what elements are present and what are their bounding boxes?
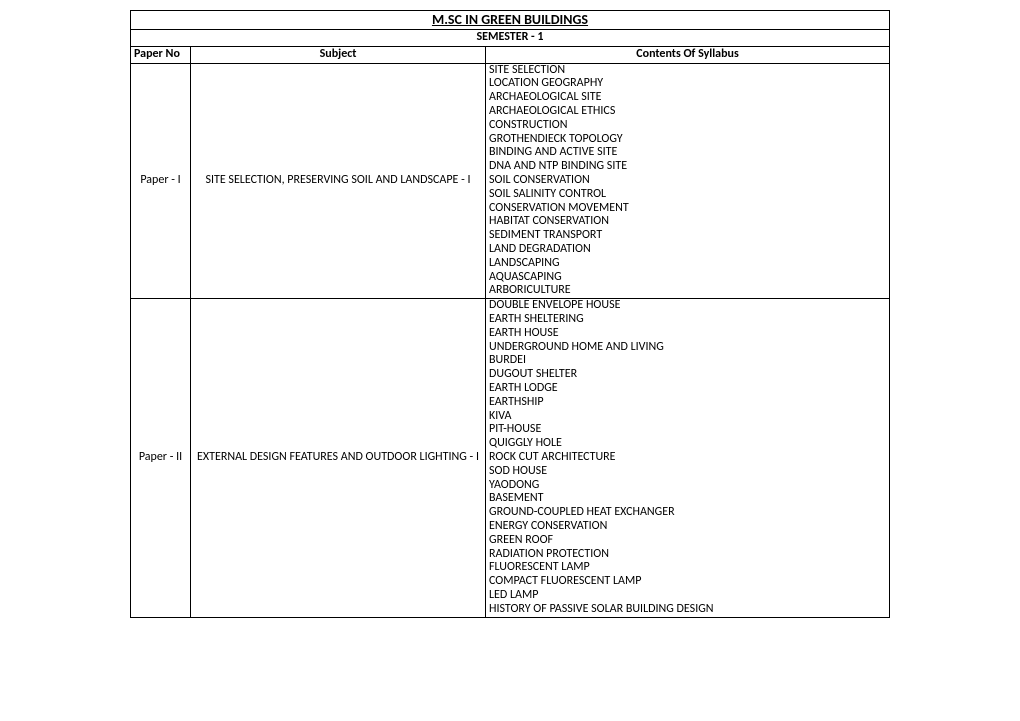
contents-line: ENERGY CONSERVATION bbox=[489, 520, 886, 534]
contents-line: LOCATION GEOGRAPHY bbox=[489, 77, 886, 91]
contents-line: SITE SELECTION bbox=[489, 64, 886, 78]
contents-line: SOIL SALINITY CONTROL bbox=[489, 188, 886, 202]
contents-line: PIT-HOUSE bbox=[489, 423, 886, 437]
contents-line: GROUND-COUPLED HEAT EXCHANGER bbox=[489, 506, 886, 520]
contents-line: ROCK CUT ARCHITECTURE bbox=[489, 451, 886, 465]
contents-line: GROTHENDIECK TOPOLOGY bbox=[489, 133, 886, 147]
table-row: Paper - IIEXTERNAL DESIGN FEATURES AND O… bbox=[131, 299, 890, 617]
semester-header: SEMESTER - 1 bbox=[131, 30, 890, 47]
contents-line: BASEMENT bbox=[489, 492, 886, 506]
contents-line: LED LAMP bbox=[489, 589, 886, 603]
contents-line: SOIL CONSERVATION bbox=[489, 174, 886, 188]
contents-line: HISTORY OF PASSIVE SOLAR BUILDING DESIGN bbox=[489, 603, 886, 617]
contents-line: COMPACT FLUORESCENT LAMP bbox=[489, 575, 886, 589]
contents-line: GREEN ROOF bbox=[489, 534, 886, 548]
contents-line: DOUBLE ENVELOPE HOUSE bbox=[489, 299, 886, 313]
document-title: M.SC IN GREEN BUILDINGS bbox=[131, 11, 890, 30]
subject-cell: EXTERNAL DESIGN FEATURES AND OUTDOOR LIG… bbox=[191, 299, 486, 617]
contents-line: FLUORESCENT LAMP bbox=[489, 561, 886, 575]
contents-line: EARTHSHIP bbox=[489, 396, 886, 410]
page-container: M.SC IN GREEN BUILDINGS SEMESTER - 1 Pap… bbox=[0, 10, 1020, 618]
contents-line: ARBORICULTURE bbox=[489, 284, 886, 298]
syllabus-table: M.SC IN GREEN BUILDINGS SEMESTER - 1 Pap… bbox=[130, 10, 890, 618]
contents-line: EARTH SHELTERING bbox=[489, 313, 886, 327]
semester-row: SEMESTER - 1 bbox=[131, 30, 890, 47]
contents-cell: DOUBLE ENVELOPE HOUSEEARTH SHELTERINGEAR… bbox=[486, 299, 890, 617]
contents-line: YAODONG bbox=[489, 479, 886, 493]
table-row: Paper - ISITE SELECTION, PRESERVING SOIL… bbox=[131, 63, 890, 299]
contents-line: LAND DEGRADATION bbox=[489, 243, 886, 257]
contents-line: DUGOUT SHELTER bbox=[489, 368, 886, 382]
subject-cell: SITE SELECTION, PRESERVING SOIL AND LAND… bbox=[191, 63, 486, 299]
contents-line: SOD HOUSE bbox=[489, 465, 886, 479]
column-header-row: Paper No Subject Contents Of Syllabus bbox=[131, 46, 890, 63]
contents-line: SEDIMENT TRANSPORT bbox=[489, 229, 886, 243]
paper-no-cell: Paper - I bbox=[131, 63, 191, 299]
contents-line: QUIGGLY HOLE bbox=[489, 437, 886, 451]
contents-line: LANDSCAPING bbox=[489, 257, 886, 271]
col-header-paper-no: Paper No bbox=[131, 46, 191, 63]
contents-line: UNDERGROUND HOME AND LIVING bbox=[489, 341, 886, 355]
syllabus-table-body: M.SC IN GREEN BUILDINGS SEMESTER - 1 Pap… bbox=[131, 11, 890, 618]
col-header-contents: Contents Of Syllabus bbox=[486, 46, 890, 63]
contents-line: EARTH LODGE bbox=[489, 382, 886, 396]
title-row: M.SC IN GREEN BUILDINGS bbox=[131, 11, 890, 30]
contents-line: BURDEI bbox=[489, 354, 886, 368]
contents-line: ARCHAEOLOGICAL SITE bbox=[489, 91, 886, 105]
contents-cell: SITE SELECTIONLOCATION GEOGRAPHYARCHAEOL… bbox=[486, 63, 890, 299]
contents-line: DNA AND NTP BINDING SITE bbox=[489, 160, 886, 174]
contents-line: RADIATION PROTECTION bbox=[489, 548, 886, 562]
paper-no-cell: Paper - II bbox=[131, 299, 191, 617]
contents-line: AQUASCAPING bbox=[489, 271, 886, 285]
contents-line: ARCHAEOLOGICAL ETHICS bbox=[489, 105, 886, 119]
col-header-subject: Subject bbox=[191, 46, 486, 63]
contents-line: CONSTRUCTION bbox=[489, 119, 886, 133]
contents-line: EARTH HOUSE bbox=[489, 327, 886, 341]
contents-line: BINDING AND ACTIVE SITE bbox=[489, 146, 886, 160]
contents-line: CONSERVATION MOVEMENT bbox=[489, 202, 886, 216]
contents-line: HABITAT CONSERVATION bbox=[489, 215, 886, 229]
contents-line: KIVA bbox=[489, 410, 886, 424]
